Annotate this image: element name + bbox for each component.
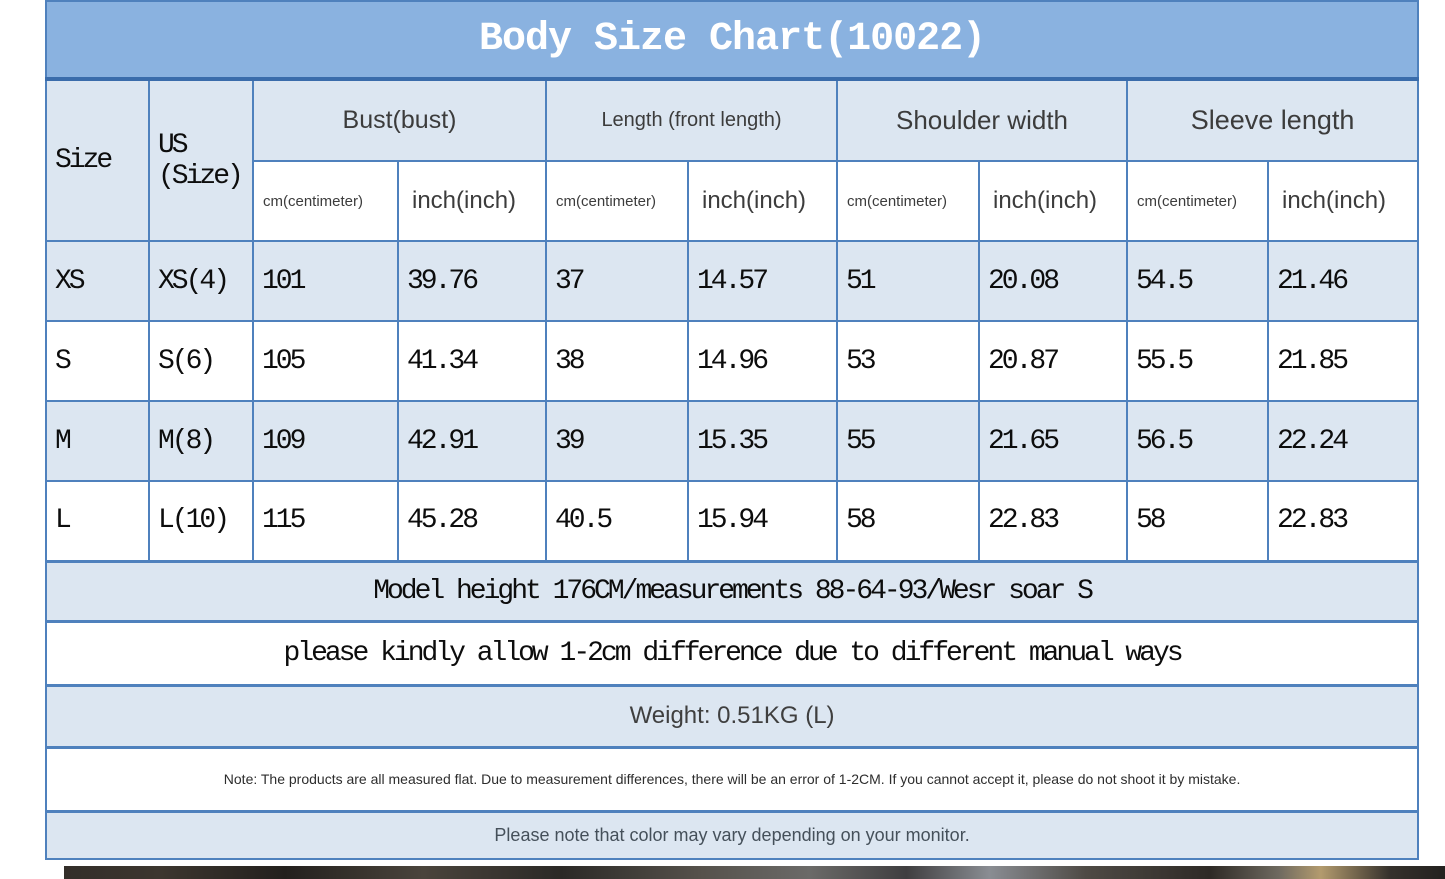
cell-length-inch: 15.94 — [687, 480, 838, 562]
cell-sleeve-inch: 21.46 — [1266, 240, 1420, 322]
cell-shoulder-cm: 53 — [836, 320, 980, 402]
cell-bust-cm: 105 — [252, 320, 399, 402]
header-group-bust: Bust(bust) — [252, 78, 547, 162]
cell-bust-inch: 39.76 — [397, 240, 547, 322]
subheader-sleeve-inch: inch(inch) — [1266, 160, 1420, 242]
subheader-bust-cm: cm(centimeter) — [252, 160, 399, 242]
body-size-chart-table: Body Size Chart(10022) Size US (Size) Bu… — [44, 0, 1420, 860]
note-measured-flat: Note: The products are all measured flat… — [44, 745, 1420, 812]
cell-shoulder-cm: 58 — [836, 480, 980, 562]
cell-sleeve-cm: 54.5 — [1126, 240, 1269, 322]
cell-length-cm: 37 — [545, 240, 689, 322]
cell-shoulder-inch: 20.08 — [978, 240, 1128, 322]
cell-length-cm: 39 — [545, 400, 689, 482]
note-model-height: Model height 176CM/measurements 88-64-93… — [44, 559, 1420, 622]
cell-length-cm: 38 — [545, 320, 689, 402]
header-size: Size — [45, 78, 150, 242]
chart-title: Body Size Chart(10022) — [44, 0, 1420, 81]
cell-us-size: M(8) — [148, 400, 254, 482]
note-weight: Weight: 0.51KG (L) — [44, 683, 1420, 748]
cell-bust-inch: 42.91 — [397, 400, 547, 482]
cell-length-cm: 40.5 — [545, 480, 689, 562]
note-monitor-color: Please note that color may vary dependin… — [44, 809, 1420, 860]
cell-sleeve-inch: 22.24 — [1266, 400, 1420, 482]
header-group-shoulder: Shoulder width — [836, 78, 1128, 162]
cell-length-inch: 14.96 — [687, 320, 838, 402]
subheader-length-inch: inch(inch) — [687, 160, 838, 242]
table-row-s: S S(6) 105 41.34 38 14.96 53 20.87 55.5 … — [45, 320, 1420, 402]
cell-size: S — [45, 320, 150, 402]
cell-us-size: S(6) — [148, 320, 254, 402]
cell-sleeve-cm: 56.5 — [1126, 400, 1269, 482]
table-row-xs: XS XS(4) 101 39.76 37 14.57 51 20.08 54.… — [45, 240, 1420, 322]
cell-sleeve-cm: 58 — [1126, 480, 1269, 562]
cell-sleeve-inch: 21.85 — [1266, 320, 1420, 402]
cell-shoulder-inch: 20.87 — [978, 320, 1128, 402]
cell-size: XS — [45, 240, 150, 322]
table-row-m: M M(8) 109 42.91 39 15.35 55 21.65 56.5 … — [45, 400, 1420, 482]
cell-size: L — [45, 480, 150, 562]
table-row-l: L L(10) 115 45.28 40.5 15.94 58 22.83 58… — [45, 480, 1420, 562]
header-group-sleeve: Sleeve length — [1125, 78, 1420, 162]
cell-bust-cm: 101 — [252, 240, 399, 322]
header-us-line2: (Size) — [158, 160, 244, 192]
cell-bust-cm: 109 — [252, 400, 399, 482]
cell-bust-cm: 115 — [252, 480, 399, 562]
cell-shoulder-inch: 22.83 — [978, 480, 1128, 562]
subheader-sleeve-cm: cm(centimeter) — [1126, 160, 1269, 242]
header-group-length: Length (front length) — [545, 78, 838, 162]
cell-shoulder-cm: 55 — [836, 400, 980, 482]
cell-length-inch: 14.57 — [687, 240, 838, 322]
subheader-shoulder-cm: cm(centimeter) — [836, 160, 980, 242]
cell-shoulder-inch: 21.65 — [978, 400, 1128, 482]
subheader-length-cm: cm(centimeter) — [545, 160, 689, 242]
cell-bust-inch: 41.34 — [397, 320, 547, 402]
photo-edge-strip — [64, 866, 1445, 879]
note-allowance: please kindly allow 1-2cm difference due… — [44, 619, 1420, 686]
subheader-bust-inch: inch(inch) — [397, 160, 547, 242]
subheader-shoulder-inch: inch(inch) — [978, 160, 1128, 242]
cell-length-inch: 15.35 — [687, 400, 838, 482]
cell-us-size: L(10) — [148, 480, 254, 562]
cell-shoulder-cm: 51 — [836, 240, 980, 322]
cell-size: M — [45, 400, 150, 482]
cell-us-size: XS(4) — [148, 240, 254, 322]
cell-sleeve-cm: 55.5 — [1126, 320, 1269, 402]
cell-sleeve-inch: 22.83 — [1266, 480, 1420, 562]
header-us-size: US (Size) — [148, 78, 254, 242]
header-us-line1: US — [158, 129, 189, 161]
cell-bust-inch: 45.28 — [397, 480, 547, 562]
